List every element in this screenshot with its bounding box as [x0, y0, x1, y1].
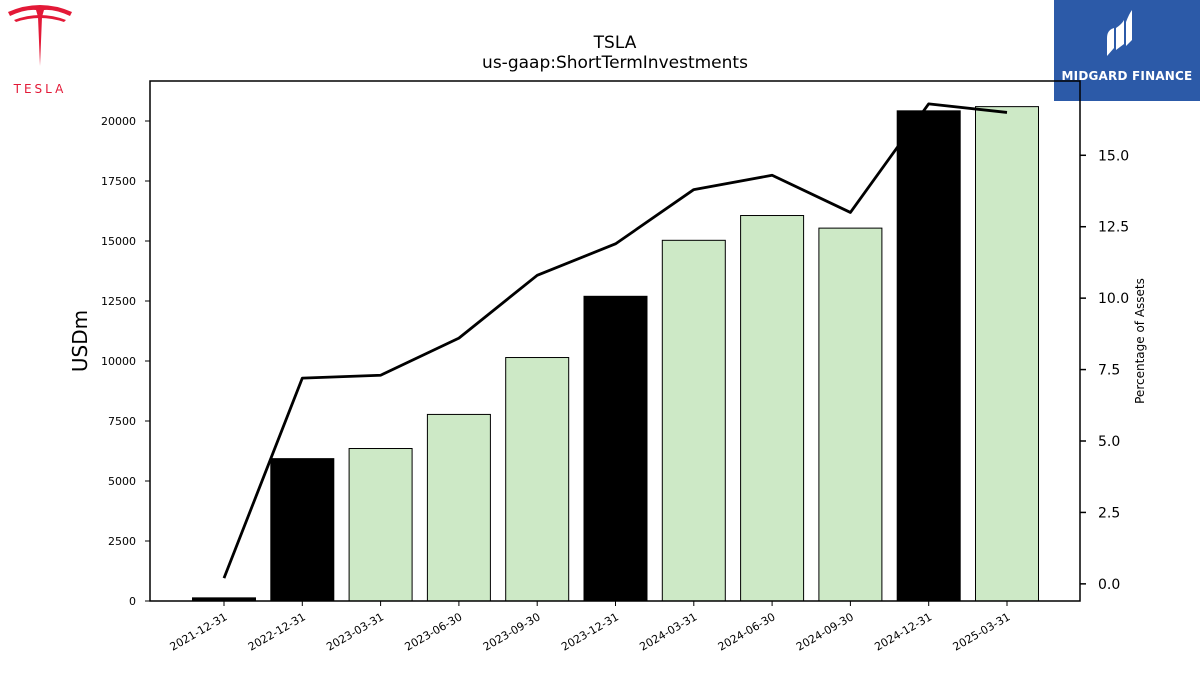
x-tick-label: 2023-03-31 [324, 610, 386, 653]
y-tick-label: 7500 [108, 415, 136, 428]
y2-tick-label: 10.0 [1098, 291, 1129, 307]
y2-tick-label: 5.0 [1098, 434, 1120, 450]
y2-tick-label: 2.5 [1098, 505, 1120, 521]
x-axis: 2021-12-31 2022-12-31 2023-03-31 2023-06-30… [168, 601, 1013, 654]
bar [270, 458, 335, 602]
y2-axis: 0.0 2.5 5.0 7.5 10.0 12.5 15.0 [1080, 148, 1129, 593]
bar [583, 295, 648, 602]
x-tick-label: 2025-03-31 [951, 610, 1013, 653]
y2-tick-label: 15.0 [1098, 148, 1129, 164]
y-tick-label: 10000 [101, 355, 136, 368]
y-tick-label: 2500 [108, 535, 136, 548]
tesla-wordmark: TESLA [13, 82, 67, 96]
x-tick-label: 2023-09-30 [481, 610, 543, 653]
chart-title: TSLA [593, 33, 637, 53]
x-tick-label: 2024-12-31 [872, 610, 934, 653]
bar [896, 110, 961, 602]
y-tick-label: 20000 [101, 115, 136, 128]
y-axis: 0 2500 5000 7500 10000 12500 15000 17500 20000 [101, 115, 150, 608]
bar [740, 215, 805, 602]
bar [818, 227, 883, 602]
bar [348, 448, 413, 602]
line-series [222, 102, 1008, 579]
x-tick-label: 2023-06-30 [403, 610, 465, 653]
tesla-t-icon [8, 5, 72, 66]
chart-subtitle: us-gaap:ShortTermInvestments [482, 53, 748, 73]
x-tick-label: 2021-12-31 [168, 610, 230, 653]
bar-series [192, 106, 1039, 602]
y-tick-label: 12500 [101, 295, 136, 308]
y2-tick-label: 12.5 [1098, 220, 1129, 236]
midgard-finance-logo: MIDGARD FINANCE [1054, 0, 1200, 101]
bar [661, 239, 726, 602]
x-tick-label: 2023-12-31 [559, 610, 621, 653]
x-tick-label: 2024-06-30 [716, 610, 778, 653]
bar [975, 106, 1039, 602]
series-line [222, 102, 1008, 579]
midgard-mark-icon [1107, 10, 1132, 56]
x-tick-label: 2024-09-30 [794, 610, 856, 653]
y-tick-label: 17500 [101, 175, 136, 188]
x-tick-label: 2024-03-31 [637, 610, 699, 653]
y2-tick-label: 0.0 [1098, 577, 1120, 593]
y-tick-label: 0 [129, 595, 136, 608]
y2-tick-label: 7.5 [1098, 363, 1120, 379]
y-axis-label: USDm [68, 310, 92, 372]
y-tick-label: 15000 [101, 235, 136, 248]
tesla-logo: TESLA [0, 0, 80, 100]
bar [505, 357, 570, 602]
bar [426, 413, 491, 602]
x-tick-label: 2022-12-31 [246, 610, 308, 653]
y-tick-label: 5000 [108, 475, 136, 488]
y2-axis-label: Percentage of Assets [1133, 278, 1147, 404]
midgard-wordmark: MIDGARD FINANCE [1061, 69, 1193, 83]
